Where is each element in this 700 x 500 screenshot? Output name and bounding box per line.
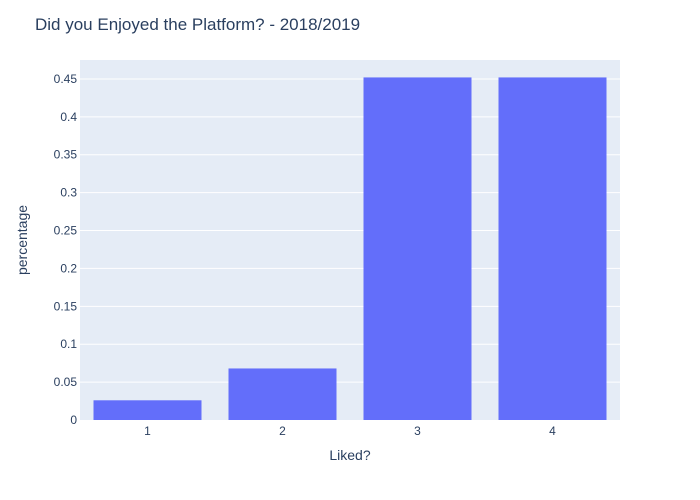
x-tick-label: 1: [144, 424, 151, 438]
y-tick-label: 0.25: [54, 224, 78, 238]
bar-2: [228, 368, 337, 420]
x-tick-label: 4: [549, 424, 556, 438]
y-tick-label: 0.15: [54, 299, 78, 313]
chart-title: Did you Enjoyed the Platform? - 2018/201…: [35, 15, 360, 34]
y-axis-title: percentage: [14, 205, 30, 275]
bars: [93, 77, 607, 420]
x-tick-label: 3: [414, 424, 421, 438]
y-tick-label: 0.2: [60, 261, 77, 275]
x-tick-labels: 1 2 3 4: [144, 424, 556, 438]
bar-1: [93, 400, 202, 420]
x-tick-label: 2: [279, 424, 286, 438]
y-tick-label: 0.05: [54, 375, 78, 389]
y-tick-label: 0.35: [54, 148, 78, 162]
y-tick-label: 0.4: [60, 110, 77, 124]
y-tick-label: 0.1: [60, 337, 77, 351]
y-tick-label: 0.3: [60, 186, 77, 200]
y-tick-labels: 0 0.05 0.1 0.15 0.2 0.25 0.3 0.35 0.4 0.45: [54, 72, 78, 427]
bar-4: [498, 77, 607, 420]
y-tick-label: 0.45: [54, 72, 78, 86]
bar-3: [363, 77, 472, 420]
x-axis-title: Liked?: [329, 447, 370, 463]
y-tick-label: 0: [70, 413, 77, 427]
